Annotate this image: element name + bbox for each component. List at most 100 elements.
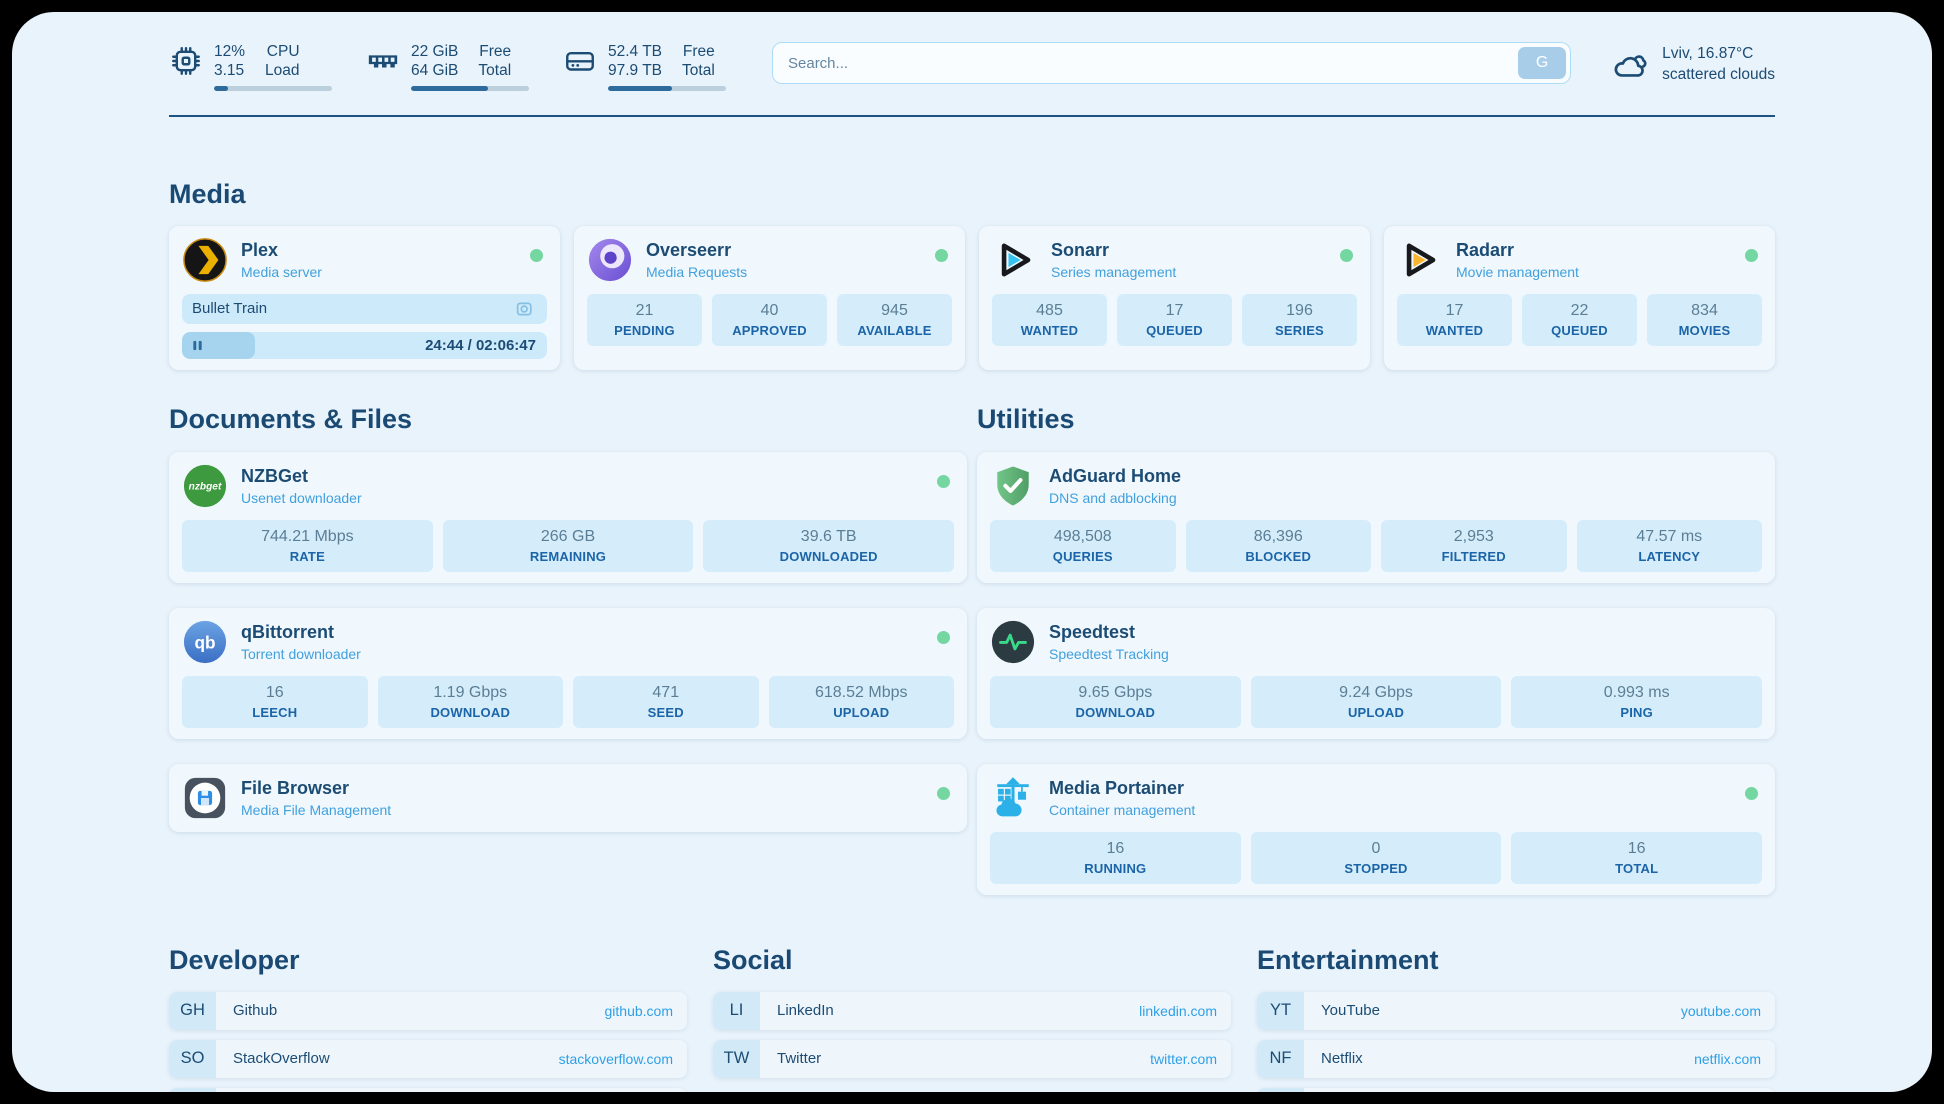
app-title-overseerr[interactable]: Overseerr xyxy=(646,239,732,260)
memory-label-1: Free xyxy=(479,43,512,60)
plex-icon xyxy=(183,237,227,282)
bookmark-url: github.com xyxy=(604,1002,673,1019)
stat-upload: 9.24 Gbps UPLOAD xyxy=(1250,675,1502,728)
adguard-icon xyxy=(997,466,1029,506)
cpu-label-2: Load xyxy=(265,62,300,80)
status-dot xyxy=(1340,248,1353,262)
stat-download: 9.65 Gbps DOWNLOAD xyxy=(990,675,1241,728)
stat-wanted: 17 WANTED xyxy=(1397,293,1512,346)
stat-queued: 17 QUEUED xyxy=(1117,293,1232,346)
bookmark-github[interactable]: GH Github github.com xyxy=(169,991,687,1030)
bookmark-stackoverflow[interactable]: SO StackOverflow stackoverflow.com xyxy=(169,1039,687,1078)
now-playing-title: Bullet Train xyxy=(192,300,268,318)
bookmark-dev[interactable]: DT DEV dev.to xyxy=(169,1087,687,1092)
section-title-media: Media xyxy=(169,178,246,209)
svg-text:nzbget: nzbget xyxy=(189,481,222,492)
bookmark-abbr: LI xyxy=(713,991,760,1030)
cpu-label-1: CPU xyxy=(266,43,300,60)
search-provider-button[interactable]: G xyxy=(1518,47,1567,79)
bookmark-group-title: Social xyxy=(713,944,793,975)
stat-remaining: 266 GB REMAINING xyxy=(442,519,694,572)
status-dot xyxy=(1745,786,1758,800)
bookmark-name: YouTube xyxy=(1321,1002,1380,1020)
bookmark-linkedin[interactable]: LI LinkedIn linkedin.com xyxy=(713,991,1231,1030)
bookmark-group-title: Developer xyxy=(169,944,300,975)
app-title-adguard[interactable]: AdGuard Home xyxy=(1049,465,1182,486)
bookmark-url: twitter.com xyxy=(1150,1050,1217,1067)
topbar-divider xyxy=(169,114,1775,117)
bookmark-abbr: SO xyxy=(169,1039,216,1078)
app-card-plex[interactable]: Plex Media server Bullet Train xyxy=(169,225,560,370)
bookmark-abbr: TW xyxy=(713,1039,760,1078)
memory-widget: 22 GiB 64 GiB Free Total xyxy=(366,42,529,91)
bookmark-url: stackoverflow.com xyxy=(558,1050,673,1067)
app-card-qbittorrent[interactable]: qb qBittorrent Torrent downloader 16 LEEC… xyxy=(169,607,967,739)
top-bar: 12% 3.15 CPU Load 22 GiB 64 GiB Free Total xyxy=(169,42,1775,91)
app-desc-adguard: DNS and adblocking xyxy=(1049,489,1177,506)
app-desc-qbittorrent: Torrent downloader xyxy=(241,645,361,662)
bookmark-reddit[interactable]: RE Reddit reddit.com xyxy=(1257,1087,1775,1092)
stat-seed: 471 SEED xyxy=(573,675,759,728)
app-desc-overseerr: Media Requests xyxy=(646,263,748,280)
app-desc-plex: Media server xyxy=(241,263,322,280)
status-dot xyxy=(935,248,948,262)
playback-progress: 24:44 / 02:06:47 xyxy=(182,331,547,359)
stat-queued: 22 QUEUED xyxy=(1522,293,1637,346)
stat-downloaded: 39.6 TB DOWNLOADED xyxy=(703,519,955,572)
overseerr-icon xyxy=(588,238,632,281)
bookmark-name: StackOverflow xyxy=(233,1050,330,1068)
disk-progress-track xyxy=(608,85,726,91)
bookmark-name: Github xyxy=(233,1002,278,1020)
disk-free-value: 52.4 TB xyxy=(608,43,663,60)
pause-icon xyxy=(193,340,202,350)
disk-widget: 52.4 TB 97.9 TB Free Total xyxy=(563,42,726,91)
stat-approved: 40 APPROVED xyxy=(712,293,827,346)
app-card-sonarr[interactable]: Sonarr Series management 485 WANTED 17 QUE… xyxy=(979,225,1370,370)
app-card-adguard[interactable]: AdGuard Home DNS and adblocking 498,508 Q… xyxy=(977,451,1775,583)
app-card-speedtest[interactable]: Speedtest Speedtest Tracking 9.65 Gbps DO… xyxy=(977,607,1775,739)
radarr-icon xyxy=(1406,243,1436,277)
stat-wanted: 485 WANTED xyxy=(992,293,1107,346)
app-title-speedtest[interactable]: Speedtest xyxy=(1049,621,1136,642)
disk-progress-fill xyxy=(608,85,672,91)
cpu-icon xyxy=(172,47,200,75)
app-card-radarr[interactable]: Radarr Movie management 17 WANTED 22 QUEUE… xyxy=(1384,225,1775,370)
bookmark-abbr: GH xyxy=(169,991,216,1030)
app-card-nzbget[interactable]: nzbget NZBGet Usenet downloader 744.21 M… xyxy=(169,451,967,583)
filebrowser-icon xyxy=(184,777,226,818)
nzbget-icon: nzbget xyxy=(183,464,227,507)
bookmark-name: Netflix xyxy=(1321,1050,1363,1068)
bookmark-group-title: Entertainment xyxy=(1257,944,1439,975)
app-title-nzbget[interactable]: NZBGet xyxy=(241,465,308,486)
stat-download: 1.19 Gbps DOWNLOAD xyxy=(377,675,563,728)
app-title-qbittorrent[interactable]: qBittorrent xyxy=(241,621,334,642)
status-dot xyxy=(937,630,950,644)
bookmark-netflix[interactable]: NF Netflix netflix.com xyxy=(1257,1039,1775,1078)
bookmark-youtube[interactable]: YT YouTube youtube.com xyxy=(1257,991,1775,1030)
bookmark-url: netflix.com xyxy=(1694,1050,1761,1067)
app-title-portainer[interactable]: Media Portainer xyxy=(1049,777,1185,798)
stat-rate: 744.21 Mbps RATE xyxy=(182,519,433,572)
app-desc-nzbget: Usenet downloader xyxy=(241,489,362,506)
weather-widget[interactable]: Lviv, 16.87°C scattered clouds xyxy=(1611,44,1775,86)
memory-progress-fill xyxy=(411,85,488,91)
status-dot xyxy=(937,474,950,488)
stat-ping: 0.993 ms PING xyxy=(1511,675,1763,728)
app-title-filebrowser[interactable]: File Browser xyxy=(241,777,350,798)
app-title-sonarr[interactable]: Sonarr xyxy=(1051,239,1110,260)
status-dot xyxy=(530,248,543,262)
stat-running: 16 RUNNING xyxy=(990,831,1241,884)
memory-free-value: 22 GiB xyxy=(411,43,459,60)
app-card-portainer[interactable]: Media Portainer Container management 16 R… xyxy=(977,763,1775,895)
bookmark-twitter[interactable]: TW Twitter twitter.com xyxy=(713,1039,1231,1078)
search-input[interactable] xyxy=(772,42,1572,84)
memory-icon xyxy=(368,55,398,68)
weather-location: Lviv, 16.87°C xyxy=(1662,45,1754,62)
app-card-overseerr[interactable]: Overseerr Media Requests 21 PENDING 40 APP… xyxy=(574,225,965,370)
app-card-filebrowser[interactable]: File Browser Media File Management xyxy=(169,763,967,832)
bookmark-abbr: YT xyxy=(1257,991,1304,1030)
app-desc-radarr: Movie management xyxy=(1456,263,1579,280)
app-title-radarr[interactable]: Radarr xyxy=(1456,239,1515,260)
app-title-plex[interactable]: Plex xyxy=(241,239,279,260)
playback-time: 24:44 / 02:06:47 xyxy=(425,336,536,354)
